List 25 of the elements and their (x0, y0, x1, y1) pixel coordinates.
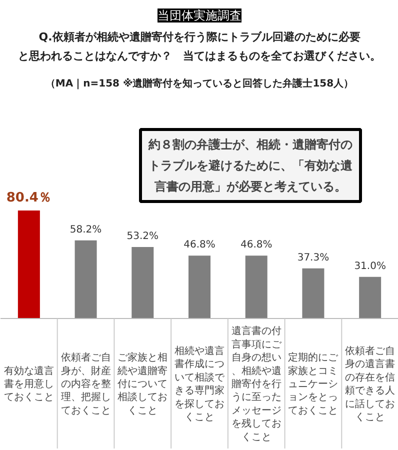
bar (132, 247, 154, 318)
bar (359, 276, 382, 318)
chart-subtitle: （MA｜n=158 ※遺贈寄付を知っていると回答した弁護士158人） (45, 78, 354, 90)
data-label: 80.4％ (6, 190, 52, 206)
bar (245, 256, 268, 318)
data-label: 53.2% (126, 231, 159, 242)
data-label: 58.2% (70, 224, 102, 236)
bar (188, 256, 210, 318)
x-tick-label: 依頼者ご自身の遺言書の存在を信頼できる人に話しておくこと (345, 345, 396, 423)
x-tick-label: 相続や遺言書作成について相談できる専門家を探しておくこと (174, 345, 226, 423)
x-tick-label: 定期的にご家族とコミュニケーションをとっておくこと (288, 352, 340, 416)
bar (302, 268, 324, 318)
text: 約８割の弁護士が、相続・遺贈寄付のトラブルを避けるために、「有効な遺言書の用意」が必要と考えている。 (148, 138, 354, 194)
x-tick-label: ご家族と相続や遺贈寄付について相談しておくこと (116, 352, 168, 416)
text: 当団体実施調査 (158, 8, 242, 22)
x-tick-label: 依頼者ご自身が、財産の内容を整理、把握しておくこと (60, 352, 111, 416)
data-label: 37.3% (297, 252, 330, 264)
data-label: 46.8% (184, 240, 216, 251)
bar (74, 240, 97, 318)
x-tick-label: 有効な遺言書を用意しておくこと (4, 364, 54, 404)
bar (18, 210, 40, 318)
category-label: 遺言書の付言事項にご自身の想い、相続や遺贈寄付を行うに至ったメッセージを残しておくこと (231, 326, 282, 443)
chart-title: Q.依頼者が相続や遺贈寄付を行う際にトラブル回避のために必要と思われることはなんですか？ 当てはまるものを全てお選びください。 (18, 30, 381, 62)
data-label: 46.8% (240, 240, 272, 251)
data-label: 31.0% (354, 260, 386, 272)
